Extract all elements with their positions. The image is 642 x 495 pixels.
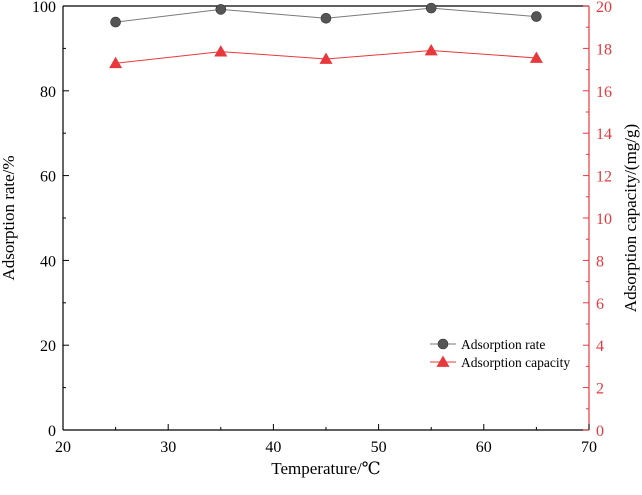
y-right-tick-label: 20 [596,0,612,16]
y-right-tick-label: 12 [596,169,612,186]
data-point-rate [215,4,227,15]
y-left-tick-label: 60 [40,169,56,186]
x-tick-label: 50 [371,439,387,456]
y-right-tick-label: 0 [596,423,604,440]
data-point-rate [320,12,332,24]
x-tick-label: 70 [581,439,597,456]
data-point-rate [110,16,121,28]
y-right-tick-label: 16 [596,84,612,101]
x-tick-label: 40 [265,439,281,456]
y-right-tick-label: 2 [596,381,604,398]
y-left-tick-label: 80 [40,84,56,101]
data-point-capacity [529,51,543,63]
data-point-capacity [214,45,228,57]
x-tick-label: 20 [55,439,71,456]
legend-circle-marker [437,338,449,350]
data-point-capacity [319,52,333,64]
y-right-tick-label: 18 [596,41,612,58]
legend-label: Adsorption rate [461,337,545,352]
y-right-tick-label: 6 [596,296,604,313]
y-left-tick-label: 20 [40,338,56,355]
series-layer [109,2,543,69]
y-left-tick-label: 0 [48,423,56,440]
y-right-tick-label: 4 [596,338,604,355]
y-left-axis-label: Adsorption rate/% [0,155,18,280]
y-right-tick-label: 8 [596,253,604,270]
axes-layer: 20 30 40 50 60 700204060801000246810121416182… [0,0,640,478]
legend-label: Adsorption capacity [461,355,570,370]
data-point-capacity [109,56,123,69]
data-point-capacity [424,44,438,56]
data-point-rate [531,11,542,22]
x-axis-label: Temperature/℃ [271,459,380,478]
y-left-tick-label: 40 [40,253,56,270]
y-right-tick-label: 10 [596,211,612,228]
legend-triangle-marker [436,355,450,367]
data-point-rate [425,2,437,14]
y-right-axis-label: Adsorption capacity/(mg/g) [621,124,640,312]
y-right-tick-label: 14 [596,126,612,143]
x-tick-label: 30 [160,439,176,456]
y-left-tick-label: 100 [32,0,56,16]
legend: Adsorption rate Adsorption capacity [430,337,570,370]
x-tick-label: 60 [476,439,492,456]
